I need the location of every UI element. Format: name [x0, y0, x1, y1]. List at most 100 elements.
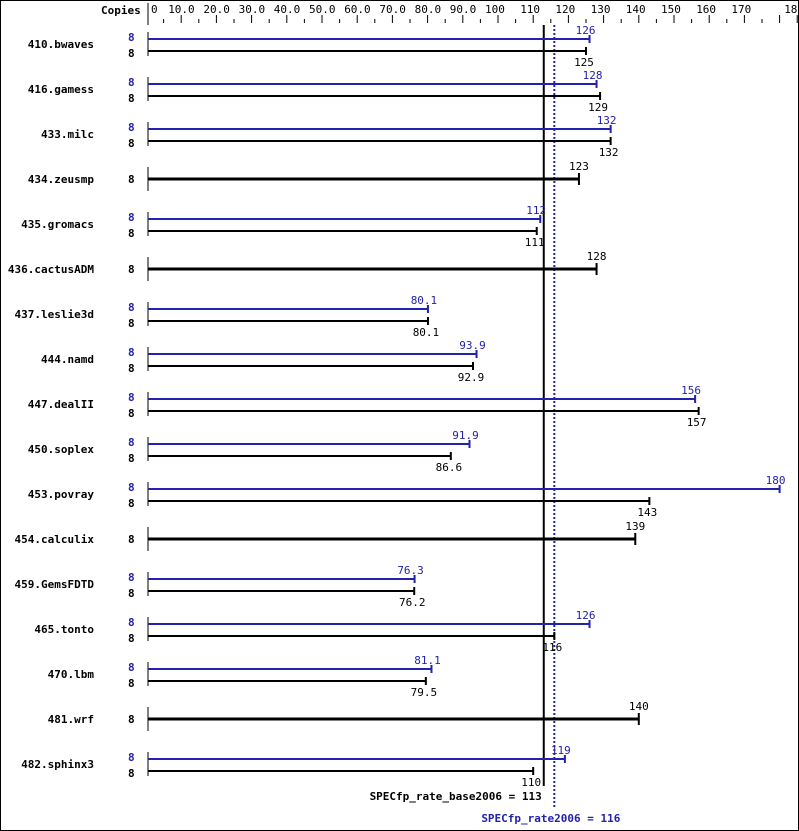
base-value-label: 86.6 [436, 461, 463, 474]
tick-label: 10.0 [168, 3, 195, 16]
base-value-label: 128 [587, 250, 607, 263]
tick-label: 185 [784, 3, 799, 16]
peak-value-label: 93.9 [459, 339, 486, 352]
peak-copies: 8 [128, 571, 135, 584]
base-value-label: 80.1 [413, 326, 440, 339]
tick-label: 50.0 [309, 3, 336, 16]
benchmark-name: 416.gamess [28, 83, 94, 96]
base-value-label: 143 [637, 506, 657, 519]
peak-copies: 8 [128, 301, 135, 314]
base-value-label: 132 [599, 146, 619, 159]
peak-value-label: 126 [576, 609, 596, 622]
base-copies: 8 [128, 407, 135, 420]
tick-label: 120 [555, 3, 575, 16]
peak-copies: 8 [128, 751, 135, 764]
base-value-label: 92.9 [458, 371, 485, 384]
tick-label: 20.0 [203, 3, 230, 16]
peak-copies: 8 [128, 31, 135, 44]
benchmark-name: 434.zeusmp [28, 173, 95, 186]
benchmark-name: 435.gromacs [21, 218, 94, 231]
peak-value-label: 112 [526, 204, 546, 217]
base-value-label: 110 [521, 776, 541, 789]
peak-copies: 8 [128, 436, 135, 449]
benchmark-name: 454.calculix [15, 533, 95, 546]
peak-value-label: 128 [583, 69, 603, 82]
peak-copies: 8 [128, 661, 135, 674]
peak-value-label: 132 [597, 114, 617, 127]
benchmark-name: 437.leslie3d [15, 308, 94, 321]
peak-value-label: 126 [576, 24, 596, 37]
benchmark-name: 444.namd [41, 353, 94, 366]
tick-label: 160 [696, 3, 716, 16]
tick-label: 60.0 [344, 3, 371, 16]
base-copies: 8 [128, 47, 135, 60]
peak-copies: 8 [128, 481, 135, 494]
base-copies: 8 [128, 713, 135, 726]
base-value-label: 139 [625, 520, 645, 533]
base-copies: 8 [128, 227, 135, 240]
benchmark-name: 453.povray [28, 488, 95, 501]
axis-label: Copies [101, 4, 141, 17]
benchmark-name: 450.soplex [28, 443, 95, 456]
peak-copies: 8 [128, 211, 135, 224]
peak-value-label: 156 [681, 384, 701, 397]
base-copies: 8 [128, 362, 135, 375]
base-copies: 8 [128, 533, 135, 546]
base-value-label: 157 [687, 416, 707, 429]
base-value-label: 140 [629, 700, 649, 713]
tick-label: 100 [485, 3, 505, 16]
benchmark-name: 482.sphinx3 [21, 758, 94, 771]
base-value-label: 79.5 [411, 686, 438, 699]
base-copies: 8 [128, 173, 135, 186]
base-copies: 8 [128, 263, 135, 276]
tick-label: 90.0 [450, 3, 477, 16]
benchmark-name: 436.cactusADM [8, 263, 94, 276]
tick-label: 30.0 [239, 3, 266, 16]
peak-copies: 8 [128, 76, 135, 89]
tick-label: 80.0 [415, 3, 442, 16]
benchmark-name: 433.milc [41, 128, 94, 141]
base-copies: 8 [128, 632, 135, 645]
base-value-label: 125 [574, 56, 594, 69]
base-copies: 8 [128, 677, 135, 690]
peak-copies: 8 [128, 391, 135, 404]
peak-metric-label: SPECfp_rate2006 = 116 [481, 812, 620, 825]
benchmark-name: 470.lbm [48, 668, 95, 681]
base-value-label: 76.2 [399, 596, 426, 609]
base-copies: 8 [128, 767, 135, 780]
base-value-label: 123 [569, 160, 589, 173]
tick-label: 170 [731, 3, 751, 16]
base-value-label: 111 [525, 236, 545, 249]
tick-label: 40.0 [274, 3, 301, 16]
peak-value-label: 91.9 [452, 429, 479, 442]
base-copies: 8 [128, 497, 135, 510]
benchmark-name: 410.bwaves [28, 38, 94, 51]
peak-value-label: 76.3 [397, 564, 424, 577]
base-copies: 8 [128, 317, 135, 330]
base-metric-label: SPECfp_rate_base2006 = 113 [370, 790, 542, 803]
peak-copies: 8 [128, 346, 135, 359]
base-copies: 8 [128, 92, 135, 105]
tick-label: 110 [520, 3, 540, 16]
tick-label: 70.0 [379, 3, 406, 16]
base-copies: 8 [128, 137, 135, 150]
base-value-label: 129 [588, 101, 608, 114]
tick-label: 140 [626, 3, 646, 16]
benchmark-name: 465.tonto [34, 623, 94, 636]
peak-copies: 8 [128, 121, 135, 134]
peak-copies: 8 [128, 616, 135, 629]
benchmark-name: 481.wrf [48, 713, 94, 726]
peak-value-label: 180 [766, 474, 786, 487]
tick-label: 130 [591, 3, 611, 16]
peak-value-label: 119 [551, 744, 571, 757]
peak-value-label: 81.1 [414, 654, 441, 667]
benchmark-name: 447.dealII [28, 398, 94, 411]
base-copies: 8 [128, 587, 135, 600]
peak-value-label: 80.1 [411, 294, 438, 307]
tick-label: 0 [151, 3, 158, 16]
tick-label: 150 [661, 3, 681, 16]
base-copies: 8 [128, 452, 135, 465]
benchmark-name: 459.GemsFDTD [15, 578, 95, 591]
